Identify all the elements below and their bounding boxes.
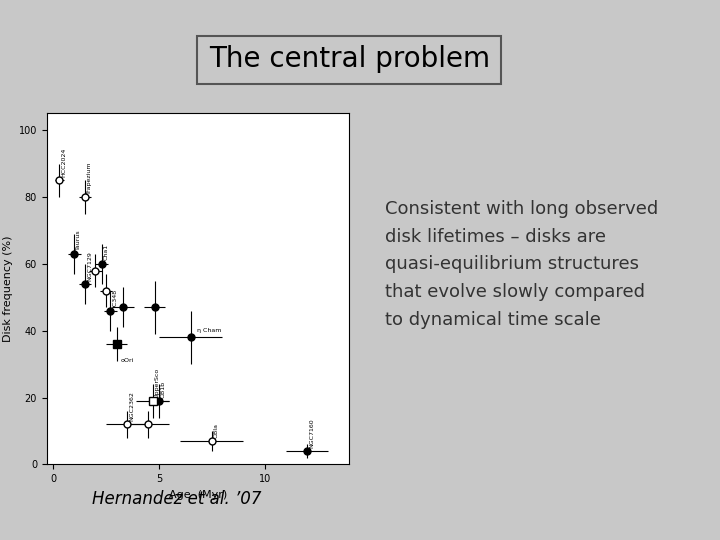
Text: Taurus: Taurus (76, 230, 81, 251)
Text: UpperSco: UpperSco (155, 367, 160, 397)
X-axis label: Age  (Myr): Age (Myr) (169, 490, 227, 500)
Text: NGC7160: NGC7160 (309, 418, 314, 448)
FancyBboxPatch shape (197, 36, 501, 84)
Text: η Cham: η Cham (197, 328, 221, 333)
Text: NGC2362: NGC2362 (130, 391, 134, 421)
Text: Consistent with long observed
disk lifetimes – disks are
quasi-equilibrium struc: Consistent with long observed disk lifet… (385, 200, 659, 329)
Text: OB1b: OB1b (161, 380, 166, 397)
Text: The central problem: The central problem (209, 45, 490, 73)
Text: OBIa: OBIa (214, 423, 219, 437)
Text: σOri: σOri (121, 358, 134, 363)
Text: Cha1: Cha1 (104, 245, 109, 260)
Text: Hernandez et al. ’07: Hernandez et al. ’07 (91, 490, 261, 509)
Text: IC348: IC348 (112, 289, 117, 307)
Text: HCC2024: HCC2024 (62, 147, 67, 177)
Y-axis label: Disk frequency (%): Disk frequency (%) (3, 235, 13, 342)
Text: NGC7129: NGC7129 (87, 251, 92, 281)
Text: Trapezium: Trapezium (87, 161, 92, 194)
